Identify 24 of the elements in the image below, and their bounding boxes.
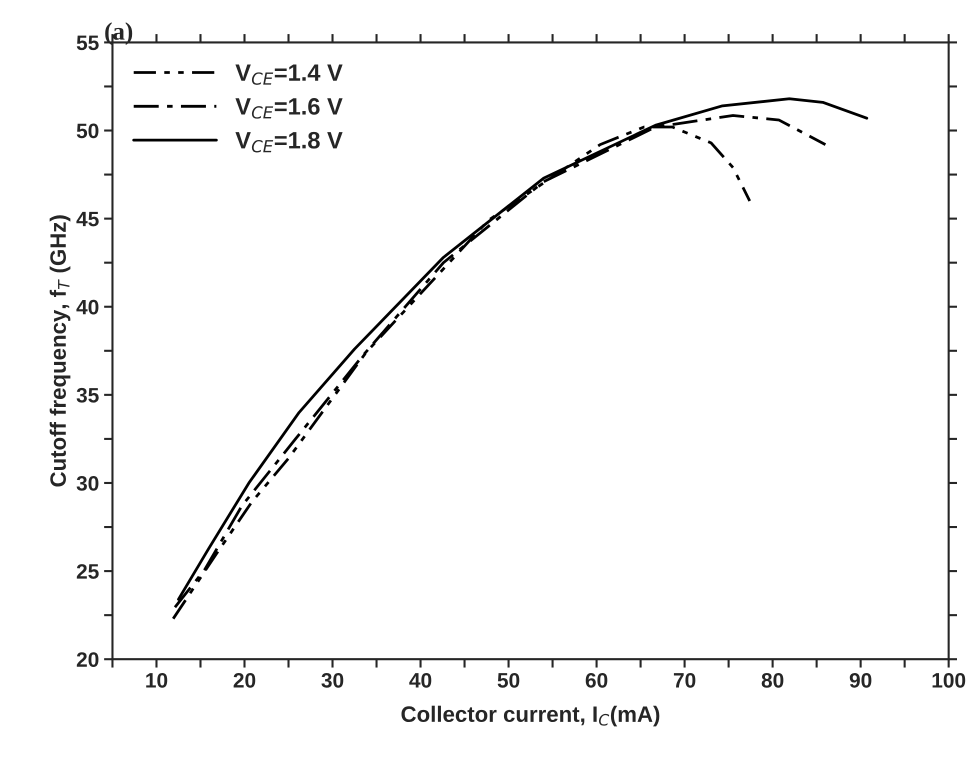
y-tick-label: 25 [76,564,99,579]
y-tick-label: 35 [76,388,99,403]
x-axis-title: Collector current, I$_{C}$(mA) [401,706,660,726]
y-tick-label: 40 [76,300,98,314]
legend-label: V$_{CE}$=1.4 V [235,64,343,85]
x-tick-label: 10 [146,672,168,688]
y-tick-label: 55 [76,36,99,50]
legend-label: V$_{CE}$=1.6 V [235,98,343,119]
y-tick-label: 30 [76,476,98,491]
x-tick-label: 60 [586,672,608,688]
x-tick-label: 50 [498,672,520,688]
x-tick-label: 90 [850,672,872,688]
legend-label: V$_{CE}$=1.8 V [235,132,343,152]
x-tick-label: 40 [409,672,432,688]
chart-title: (a) [105,22,132,45]
x-tick-label: 70 [674,672,696,688]
y-tick-label: 50 [76,124,98,138]
x-tick-label: 20 [234,672,256,688]
x-tick-label: 30 [321,672,344,688]
y-tick-label: 45 [76,212,99,226]
x-tick-label: 80 [762,672,784,688]
y-axis-title: Cutoff frequency, f$_{T}$ (GHz) [50,215,70,487]
y-tick-label: 20 [76,652,98,667]
x-tick-label: 100 [932,672,966,688]
